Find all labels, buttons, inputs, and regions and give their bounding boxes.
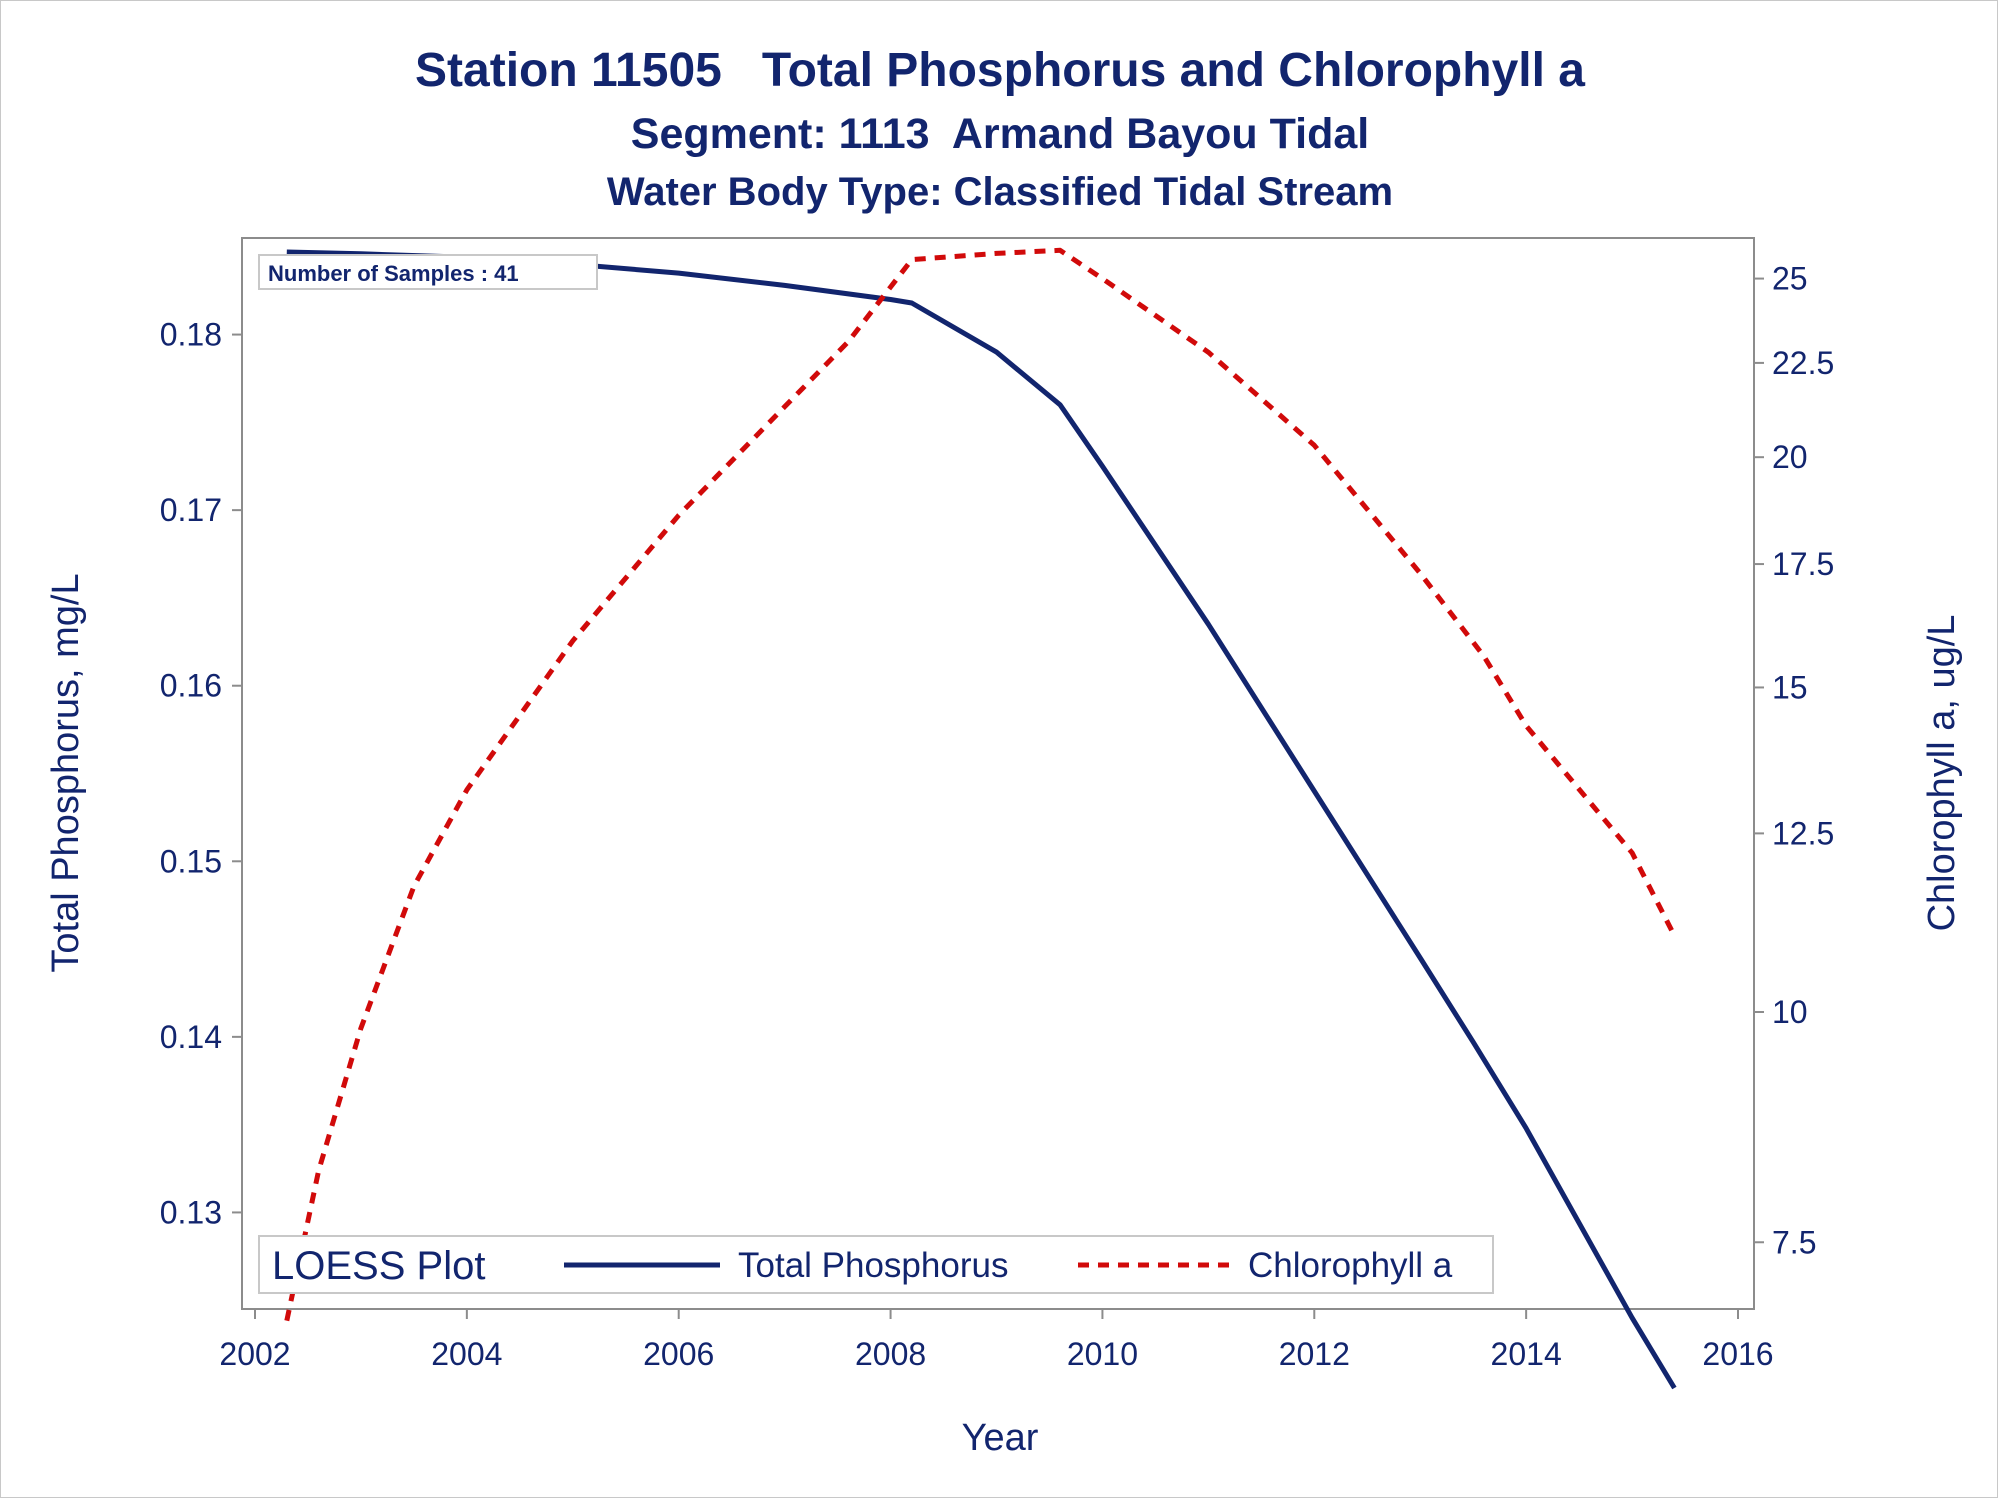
x-axis-label: Year	[962, 1417, 1039, 1459]
y-right-tick-label: 15	[1772, 669, 1808, 705]
y-right-tick-label: 10	[1772, 994, 1808, 1030]
y-axis-right-label: Chlorophyll a, ug/L	[1921, 615, 1963, 932]
series-line-chlorophyll-a	[284, 247, 1677, 1322]
y-right-tick-label: 12.5	[1772, 815, 1834, 851]
plot-area-border	[241, 237, 1755, 1310]
x-tick-label: 2012	[1279, 1336, 1350, 1372]
axes-layer: 2002 2004 2006 2008 2010 2012 2014 20160.130.14…	[160, 261, 1835, 1372]
chart-subtitle-waterbody: Water Body Type: Classified Tidal Stream	[607, 170, 1393, 214]
legend-box	[258, 1235, 1494, 1294]
y-left-tick-label: 0.17	[160, 492, 222, 528]
legend-label-chlorophyll-a: Chlorophyll a	[1248, 1246, 1453, 1285]
x-tick-label: 2010	[1067, 1336, 1138, 1372]
x-tick-label: 2006	[643, 1336, 714, 1372]
y-left-tick-label: 0.18	[160, 317, 222, 353]
x-tick-label: 2004	[431, 1336, 502, 1372]
y-left-tick-label: 0.16	[160, 668, 222, 704]
series-layer	[284, 247, 1677, 1390]
x-tick-label: 2008	[855, 1336, 926, 1372]
y-right-tick-label: 20	[1772, 439, 1808, 475]
sample-count-label: Number of Samples : 41	[268, 261, 519, 286]
y-right-tick-label: 7.5	[1772, 1224, 1816, 1260]
sample-count-box	[258, 254, 598, 290]
legend-label-total-phosphorus: Total Phosphorus	[738, 1246, 1008, 1285]
y-right-tick-label: 25	[1772, 261, 1808, 297]
y-axis-left-label: Total Phosphorus, mg/L	[45, 573, 87, 972]
legend-title: LOESS Plot	[272, 1244, 485, 1288]
x-tick-label: 2002	[219, 1336, 290, 1372]
y-right-tick-label: 17.5	[1772, 546, 1834, 582]
chart-title: Station 11505 Total Phosphorus and Chlor…	[415, 44, 1585, 97]
y-left-tick-label: 0.15	[160, 843, 222, 879]
y-left-tick-label: 0.13	[160, 1194, 222, 1230]
series-line-total-phosphorus	[286, 249, 1677, 1390]
x-tick-label: 2014	[1491, 1336, 1562, 1372]
x-tick-label: 2016	[1702, 1336, 1773, 1372]
y-left-tick-label: 0.14	[160, 1019, 222, 1055]
chart-subtitle-segment: Segment: 1113 Armand Bayou Tidal	[631, 110, 1369, 158]
y-right-tick-label: 22.5	[1772, 345, 1834, 381]
